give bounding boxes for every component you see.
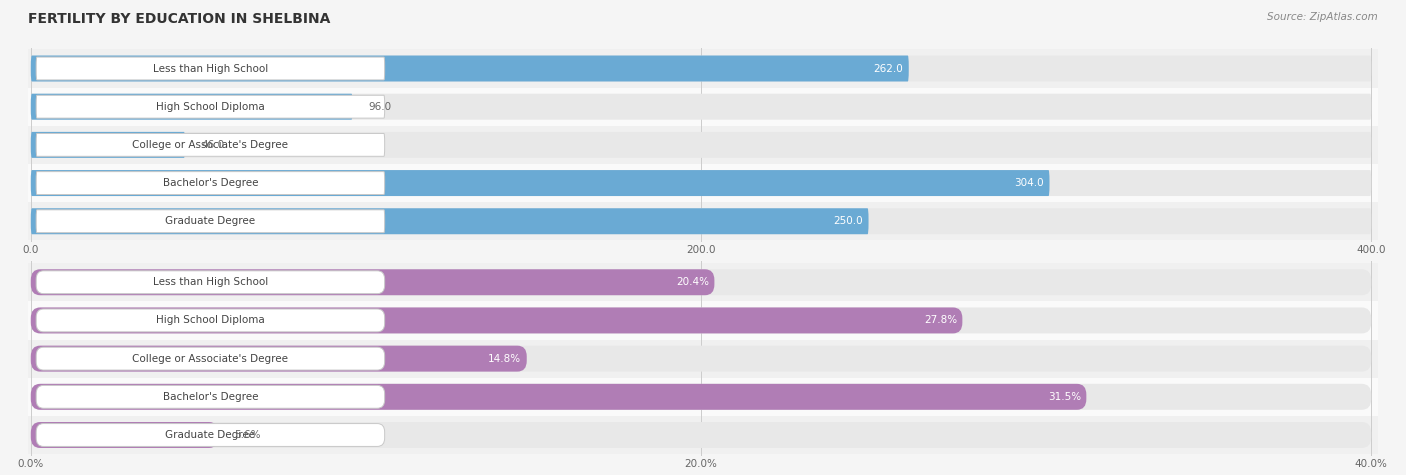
FancyBboxPatch shape: [37, 424, 385, 446]
FancyBboxPatch shape: [31, 208, 1371, 234]
FancyBboxPatch shape: [31, 56, 1371, 82]
FancyBboxPatch shape: [37, 385, 385, 408]
FancyBboxPatch shape: [31, 56, 908, 82]
Text: 31.5%: 31.5%: [1047, 392, 1081, 402]
Bar: [28, 126, 1378, 164]
FancyBboxPatch shape: [31, 132, 1371, 158]
Text: Graduate Degree: Graduate Degree: [166, 430, 256, 440]
Text: College or Associate's Degree: College or Associate's Degree: [132, 140, 288, 150]
Bar: [28, 263, 1378, 301]
Text: Graduate Degree: Graduate Degree: [166, 216, 256, 226]
FancyBboxPatch shape: [31, 422, 1371, 448]
Text: Bachelor's Degree: Bachelor's Degree: [163, 392, 259, 402]
FancyBboxPatch shape: [31, 346, 1371, 371]
FancyBboxPatch shape: [31, 422, 218, 448]
FancyBboxPatch shape: [37, 133, 385, 156]
FancyBboxPatch shape: [31, 307, 1371, 333]
FancyBboxPatch shape: [31, 94, 353, 120]
Bar: [28, 378, 1378, 416]
FancyBboxPatch shape: [37, 171, 385, 194]
FancyBboxPatch shape: [31, 384, 1087, 410]
FancyBboxPatch shape: [31, 269, 714, 295]
FancyBboxPatch shape: [37, 271, 385, 294]
FancyBboxPatch shape: [31, 170, 1049, 196]
Text: Bachelor's Degree: Bachelor's Degree: [163, 178, 259, 188]
FancyBboxPatch shape: [37, 210, 385, 233]
Bar: [28, 340, 1378, 378]
Bar: [28, 416, 1378, 454]
Text: Source: ZipAtlas.com: Source: ZipAtlas.com: [1267, 12, 1378, 22]
FancyBboxPatch shape: [37, 347, 385, 370]
Text: 96.0: 96.0: [368, 102, 392, 112]
Bar: [28, 164, 1378, 202]
FancyBboxPatch shape: [31, 208, 869, 234]
Bar: [28, 202, 1378, 240]
Bar: [28, 87, 1378, 126]
Text: Less than High School: Less than High School: [153, 64, 269, 74]
Bar: [28, 49, 1378, 87]
Bar: [28, 301, 1378, 340]
FancyBboxPatch shape: [31, 307, 962, 333]
Text: 250.0: 250.0: [834, 216, 863, 226]
Text: 5.6%: 5.6%: [235, 430, 262, 440]
Text: FERTILITY BY EDUCATION IN SHELBINA: FERTILITY BY EDUCATION IN SHELBINA: [28, 12, 330, 26]
Text: Less than High School: Less than High School: [153, 277, 269, 287]
FancyBboxPatch shape: [37, 309, 385, 332]
Text: 304.0: 304.0: [1015, 178, 1045, 188]
FancyBboxPatch shape: [37, 95, 385, 118]
FancyBboxPatch shape: [31, 346, 527, 371]
Text: High School Diploma: High School Diploma: [156, 102, 264, 112]
FancyBboxPatch shape: [37, 57, 385, 80]
Text: 27.8%: 27.8%: [924, 315, 957, 325]
FancyBboxPatch shape: [31, 94, 1371, 120]
FancyBboxPatch shape: [31, 170, 1371, 196]
Text: 20.4%: 20.4%: [676, 277, 709, 287]
Text: College or Associate's Degree: College or Associate's Degree: [132, 353, 288, 364]
FancyBboxPatch shape: [31, 132, 186, 158]
Text: 262.0: 262.0: [873, 64, 904, 74]
FancyBboxPatch shape: [31, 269, 1371, 295]
Text: High School Diploma: High School Diploma: [156, 315, 264, 325]
FancyBboxPatch shape: [31, 384, 1371, 410]
Text: 46.0: 46.0: [201, 140, 224, 150]
Text: 14.8%: 14.8%: [488, 353, 522, 364]
